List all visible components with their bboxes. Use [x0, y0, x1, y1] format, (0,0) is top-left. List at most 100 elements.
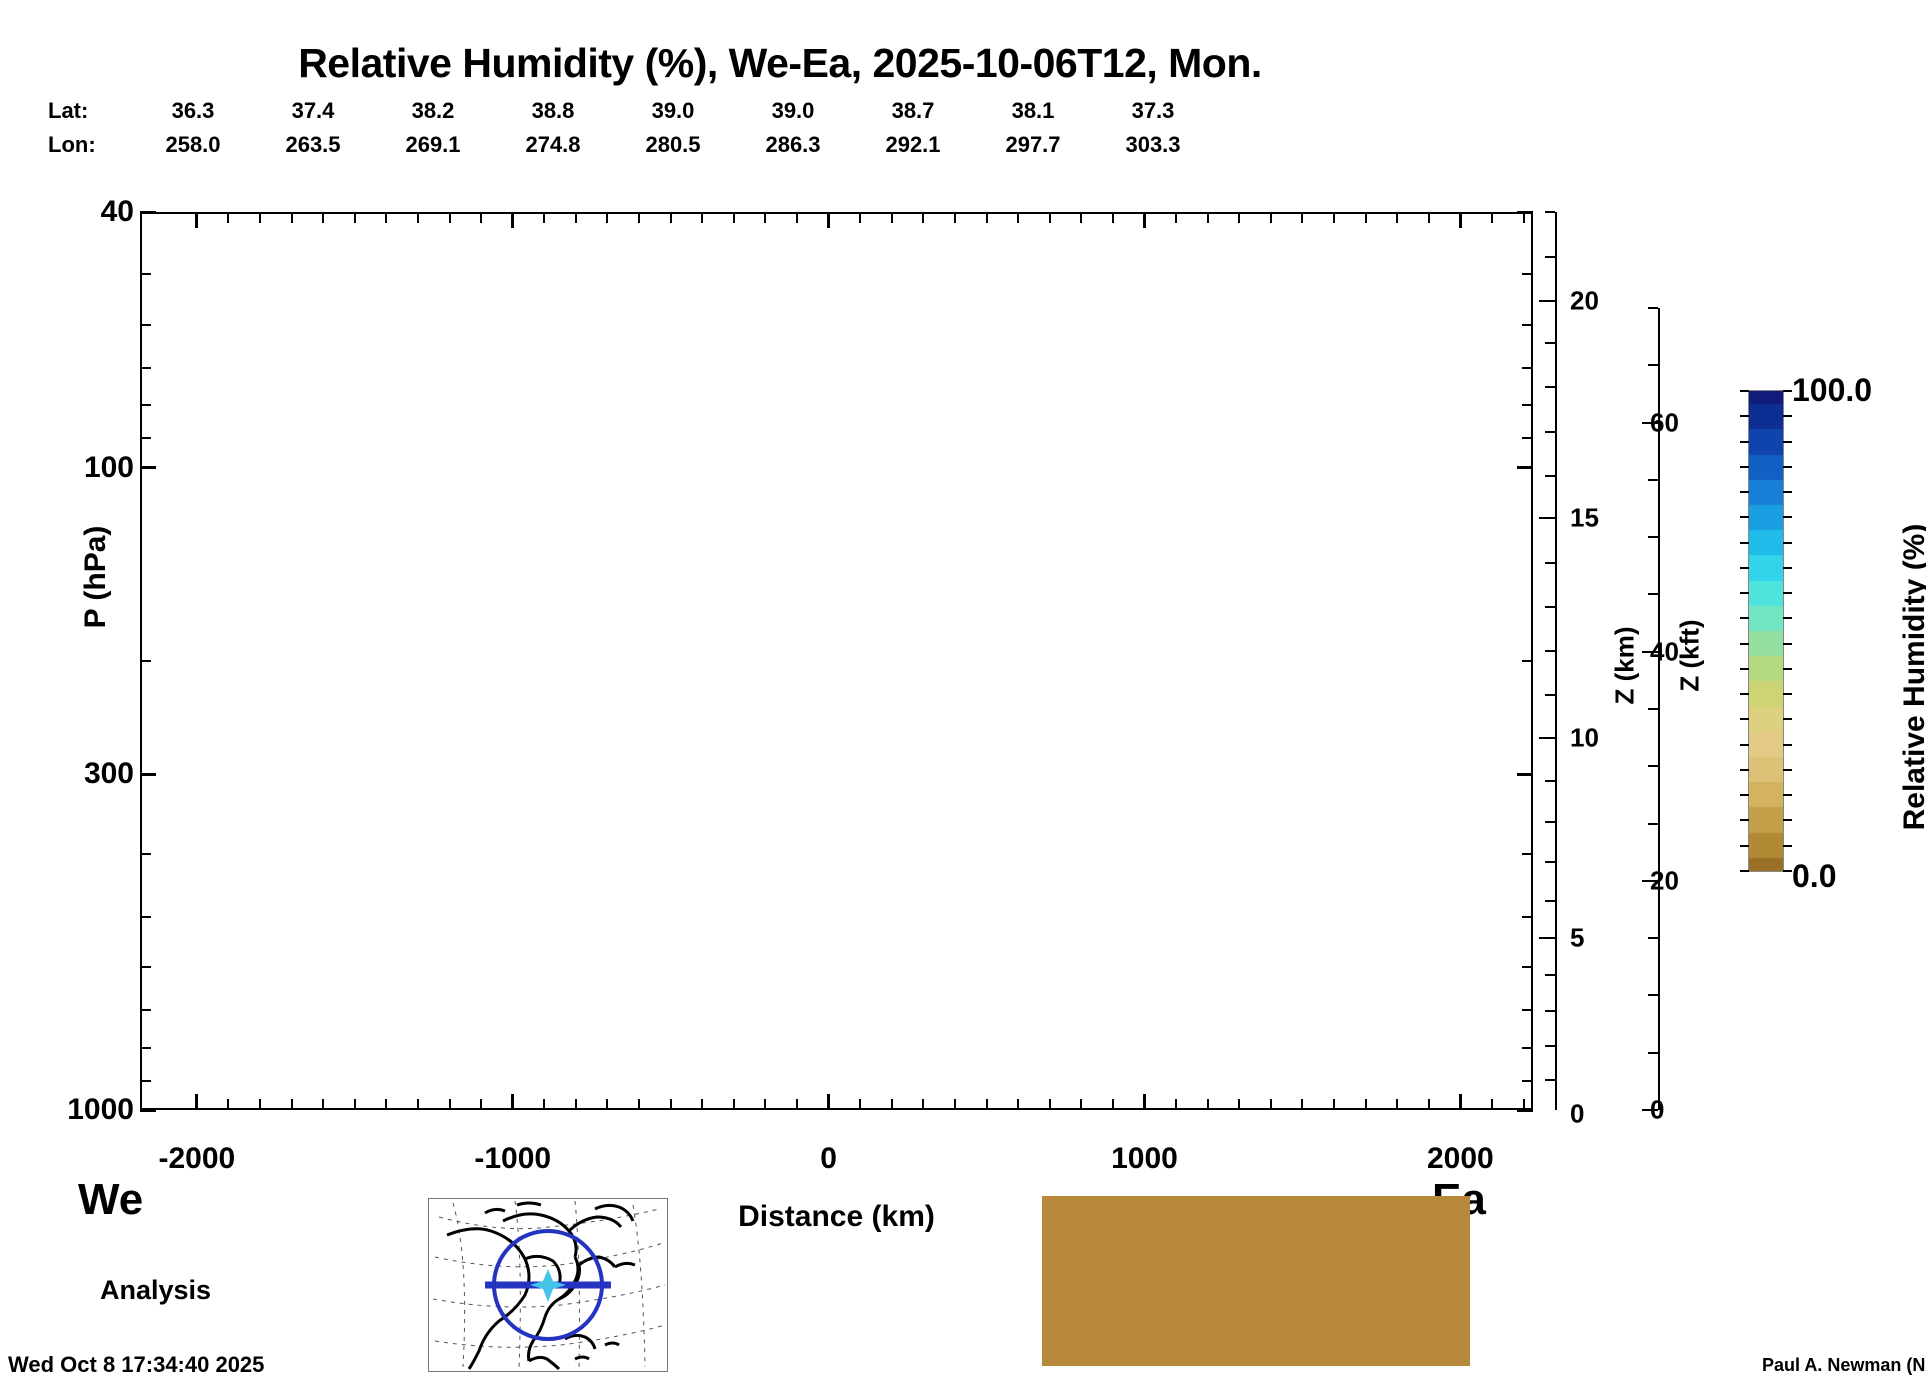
x-tick-mark [1142, 1094, 1146, 1110]
y-tick-mark [1522, 1046, 1533, 1049]
z-km-tick-label: 15 [1570, 502, 1599, 533]
z-kft-tick [1648, 1051, 1658, 1054]
x-tick-mark [259, 1099, 262, 1110]
colorbar-tick [1783, 617, 1792, 620]
z-km-tick [1545, 386, 1555, 389]
y-tick-mark [140, 915, 151, 918]
z-km-tick [1545, 430, 1555, 433]
y-tick-mark [140, 772, 156, 776]
colorbar-tick [1740, 642, 1749, 645]
x-tick-mark [385, 1099, 388, 1110]
x-tick-mark [1396, 212, 1399, 223]
x-tick-mark [1269, 1099, 1272, 1110]
y-tick-mark [1522, 915, 1533, 918]
x-tick-mark [195, 212, 199, 228]
x-tick-mark [827, 212, 831, 228]
y-tick-mark [140, 966, 151, 969]
timestamp-label: Wed Oct 8 17:34:40 2025 [8, 1352, 265, 1377]
colorbar-tick [1783, 541, 1792, 544]
z-kft-tick [1648, 708, 1658, 710]
z-kft-tick [1648, 593, 1658, 596]
z-km-tick [1545, 820, 1555, 823]
colorbar-tick [1740, 870, 1749, 872]
colorbar-tick [1740, 566, 1749, 569]
latitude-value: 37.3 [1131, 98, 1175, 123]
colorbar-tick [1740, 541, 1749, 544]
x-tick-mark [701, 1099, 704, 1110]
z-km-tick-label: 0 [1570, 1098, 1585, 1129]
y-tick-mark [1517, 210, 1533, 214]
x-tick-mark [1522, 212, 1525, 223]
x-tick-mark [1333, 1099, 1335, 1110]
y-tick-mark [140, 1009, 151, 1012]
x-tick-mark [1490, 212, 1493, 223]
colorbar-tick [1740, 794, 1749, 797]
colorbar-tick [1783, 844, 1792, 847]
colorbar-tick [1783, 718, 1792, 721]
x-tick-mark [195, 1094, 199, 1110]
x-tick-mark [259, 212, 262, 223]
latitude-value: 39.0 [771, 98, 815, 123]
x-tick-mark [796, 1099, 799, 1110]
y-tick-mark [1522, 273, 1533, 276]
y-tick-mark [140, 1079, 151, 1082]
z-km-tick [1539, 737, 1555, 740]
y-tick-mark [140, 367, 151, 370]
colorbar-tick [1783, 566, 1792, 569]
latitude-value: 39.0 [651, 98, 695, 123]
colorbar-tick [1740, 844, 1749, 847]
x-tick-mark [1301, 212, 1304, 223]
colorbar-gradient [1749, 391, 1783, 871]
x-tick-mark [1175, 212, 1178, 223]
y-tick-mark [140, 437, 151, 440]
y-tick-label: 40 [100, 195, 134, 228]
x-tick-mark [638, 212, 641, 223]
y-tick-mark [1522, 853, 1533, 856]
x-tick-mark [227, 212, 230, 223]
longitude-value: 303.3 [1125, 132, 1181, 157]
longitude-value: 263.5 [285, 132, 341, 157]
y-tick-mark [140, 660, 151, 662]
x-tick-label: -1000 [474, 1142, 552, 1175]
longitude-key: Lon: [48, 132, 96, 157]
y-tick-label: 100 [83, 450, 134, 484]
x-tick-mark [1301, 1099, 1304, 1110]
y-tick-mark [1522, 966, 1533, 969]
colorbar-tick [1740, 516, 1749, 519]
x-tick-mark [543, 1099, 546, 1110]
z-kft-tick [1648, 364, 1658, 367]
colorbar-min-label: 0.0 [1792, 858, 1837, 894]
x-axis-label: Distance (km) [738, 1200, 935, 1233]
longitude-value: 286.3 [765, 132, 821, 157]
x-tick-mark [1364, 1099, 1367, 1110]
x-tick-mark [890, 1099, 893, 1110]
x-tick-mark [1238, 1099, 1241, 1110]
west-endpoint-label: We [78, 1175, 144, 1224]
longitude-value: 280.5 [645, 132, 701, 157]
y-tick-mark [1522, 660, 1533, 662]
x-tick-mark [606, 1099, 609, 1110]
colorbar-tick [1783, 415, 1792, 418]
x-tick-mark [1111, 212, 1114, 223]
y-tick-mark [140, 210, 156, 214]
z-km-tick [1545, 694, 1555, 697]
x-tick-mark [416, 212, 419, 223]
x-tick-mark [322, 212, 325, 223]
z-km-tick [1545, 562, 1555, 565]
z-kft-tick [1648, 822, 1658, 825]
x-tick-mark [859, 1099, 862, 1110]
colorbar-tick [1740, 693, 1749, 696]
z-kft-tick [1648, 994, 1658, 997]
y-tick-mark [1522, 404, 1533, 407]
colorbar-tick [1740, 415, 1749, 418]
colorbar-tick [1740, 819, 1749, 822]
z-km-tick [1545, 1079, 1555, 1082]
z-km-tick [1545, 1044, 1555, 1047]
latitude-value: 38.2 [411, 98, 455, 123]
x-tick-mark [1206, 1099, 1209, 1110]
x-tick-mark [290, 212, 293, 223]
z-kft-axis-label: Z (kft) [1674, 619, 1705, 692]
location-inset-map [428, 1198, 668, 1372]
x-tick-mark [227, 1099, 230, 1110]
z-kft-axis-line [1658, 308, 1660, 1110]
